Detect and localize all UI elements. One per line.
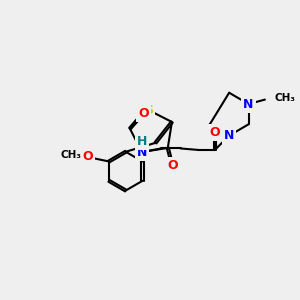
Text: N: N: [224, 129, 234, 142]
Text: O: O: [209, 126, 220, 139]
Text: CH₃: CH₃: [61, 151, 82, 160]
Text: O: O: [138, 106, 148, 120]
Text: O: O: [167, 159, 178, 172]
Text: N: N: [137, 146, 147, 158]
Text: S: S: [144, 103, 153, 116]
Text: CH₃: CH₃: [274, 93, 296, 103]
Text: O: O: [82, 151, 93, 164]
Text: N: N: [243, 98, 254, 111]
Text: H: H: [137, 135, 147, 148]
